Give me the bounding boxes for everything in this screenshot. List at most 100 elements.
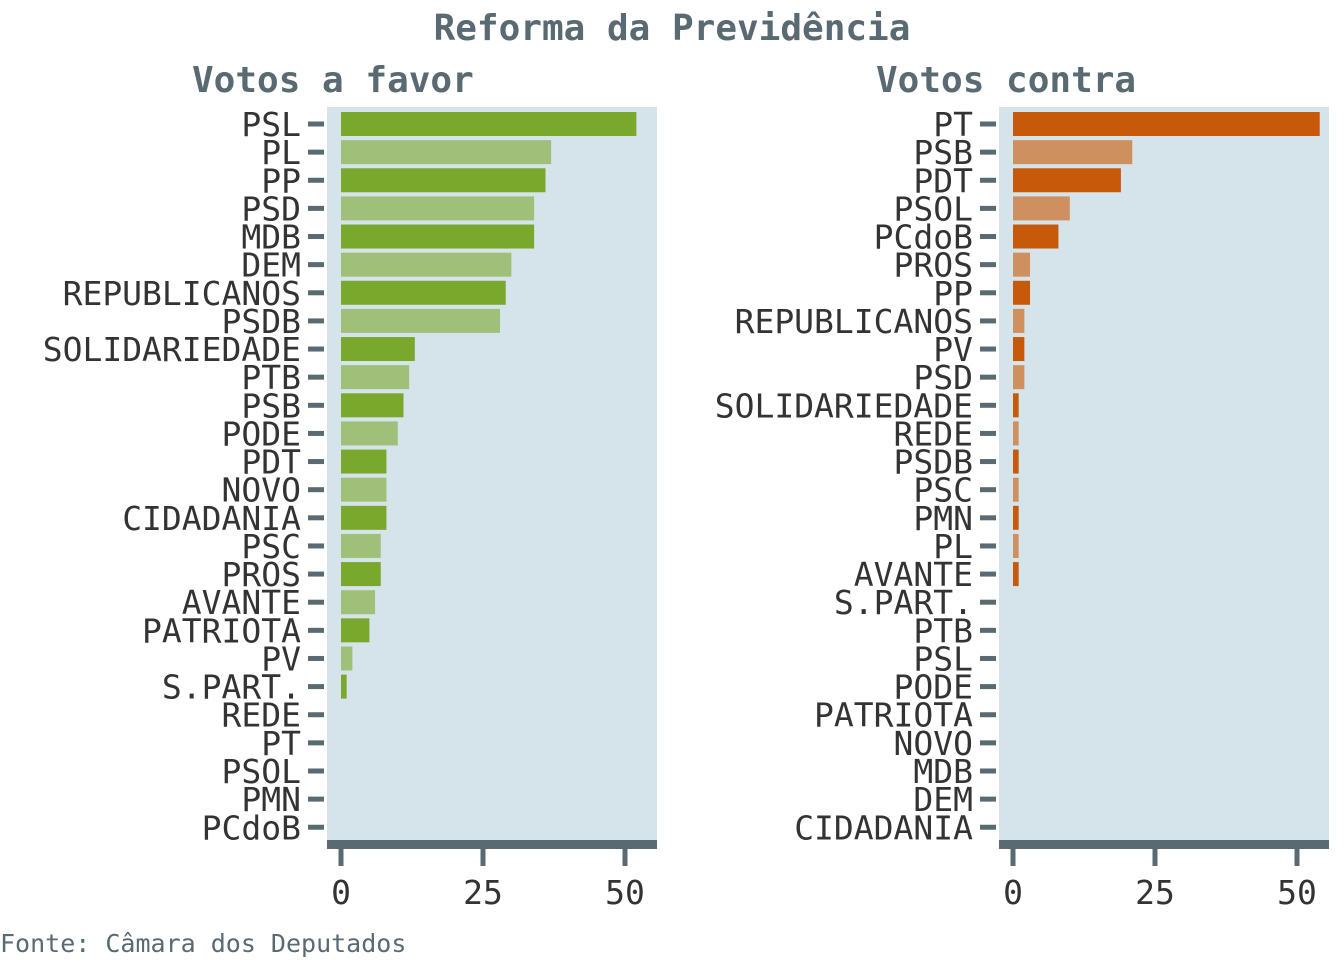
bar-pcdob bbox=[1013, 224, 1059, 249]
y-tick bbox=[980, 712, 996, 718]
y-tick-label: PCdoB bbox=[874, 218, 973, 257]
chart-title: Reforma da Previdência bbox=[434, 8, 911, 49]
x-tick bbox=[338, 849, 344, 866]
bar-pv bbox=[341, 646, 353, 671]
y-tick bbox=[308, 290, 324, 296]
bar-republicanos bbox=[1013, 308, 1025, 333]
y-tick-label: PTB bbox=[241, 358, 301, 397]
y-tick-label: PATRIOTA bbox=[814, 696, 973, 735]
y-tick-label: PODE bbox=[894, 668, 973, 707]
y-tick bbox=[980, 655, 996, 661]
y-tick-label: NOVO bbox=[222, 471, 301, 510]
y-tick-label: PSB bbox=[913, 133, 973, 172]
y-tick-label: CIDADANIA bbox=[794, 808, 973, 847]
y-tick bbox=[308, 740, 324, 746]
y-tick bbox=[980, 430, 996, 436]
y-tick bbox=[308, 515, 324, 521]
bar-patriota bbox=[341, 618, 370, 643]
x-tick-label: 50 bbox=[605, 873, 645, 912]
bar-psb bbox=[1013, 140, 1133, 165]
y-tick bbox=[980, 459, 996, 465]
y-tick bbox=[980, 374, 996, 380]
y-tick bbox=[308, 459, 324, 465]
y-tick bbox=[308, 177, 324, 183]
bar-pv bbox=[1013, 337, 1025, 362]
x-tick-label: 25 bbox=[463, 873, 503, 912]
bar-solidariedade bbox=[1013, 393, 1019, 418]
bar-dem bbox=[341, 252, 512, 277]
bar-republicanos bbox=[341, 280, 506, 305]
bar-psb bbox=[341, 393, 404, 418]
y-tick-label: PSD bbox=[913, 358, 973, 397]
bar-pp bbox=[1013, 280, 1031, 305]
y-tick-label: PROS bbox=[894, 246, 973, 285]
y-tick-label: PT bbox=[933, 105, 973, 144]
bar-pt bbox=[1013, 112, 1320, 136]
x-tick bbox=[1294, 849, 1300, 866]
y-tick-label: PTB bbox=[913, 611, 973, 650]
panel-title: Votos a favor bbox=[192, 60, 474, 101]
y-tick bbox=[980, 318, 996, 324]
panel-contra: Votos contra PTPSBPDTPSOLPCdoBPROSPPREPUB… bbox=[715, 60, 1329, 912]
bar-rede bbox=[1013, 421, 1019, 446]
y-tick-label: DEM bbox=[241, 246, 301, 285]
y-tick-label: S.PART. bbox=[162, 668, 301, 707]
bar-cidadania bbox=[341, 505, 387, 530]
y-tick-label: PP bbox=[933, 274, 973, 313]
y-tick-label: PSL bbox=[241, 105, 301, 144]
y-tick bbox=[308, 768, 324, 774]
x-tick bbox=[480, 849, 486, 866]
y-tick bbox=[980, 177, 996, 183]
y-tick bbox=[980, 543, 996, 549]
y-tick bbox=[308, 374, 324, 380]
y-tick bbox=[308, 627, 324, 633]
y-tick bbox=[980, 346, 996, 352]
y-tick-label: PODE bbox=[222, 414, 301, 453]
y-tick-label: REPUBLICANOS bbox=[735, 302, 973, 341]
y-tick bbox=[308, 402, 324, 408]
y-tick bbox=[980, 768, 996, 774]
source-note: Fonte: Câmara dos Deputados bbox=[0, 929, 406, 958]
bar-avante bbox=[1013, 562, 1019, 587]
y-tick bbox=[308, 796, 324, 802]
y-tick bbox=[980, 740, 996, 746]
y-tick bbox=[308, 684, 324, 690]
bar-pdt bbox=[1013, 168, 1121, 193]
y-tick-label: CIDADANIA bbox=[122, 499, 301, 538]
bar-mdb bbox=[341, 224, 535, 249]
y-tick-label: REPUBLICANOS bbox=[63, 274, 301, 313]
y-tick-label: SOLIDARIEDADE bbox=[43, 330, 301, 369]
y-tick bbox=[308, 824, 324, 830]
y-tick bbox=[308, 318, 324, 324]
y-tick-label: MDB bbox=[913, 752, 973, 791]
y-tick bbox=[980, 290, 996, 296]
y-tick bbox=[308, 205, 324, 211]
bar-psol bbox=[1013, 196, 1070, 221]
y-tick bbox=[308, 712, 324, 718]
y-tick-label: REDE bbox=[894, 414, 973, 453]
y-tick bbox=[308, 430, 324, 436]
bar-ptb bbox=[341, 365, 410, 390]
bar-avante bbox=[341, 590, 376, 615]
y-tick-label: PP bbox=[261, 161, 301, 200]
y-tick bbox=[980, 487, 996, 493]
y-tick-label: PL bbox=[933, 527, 973, 566]
x-tick-label: 50 bbox=[1277, 873, 1317, 912]
y-tick-label: PATRIOTA bbox=[142, 611, 301, 650]
x-axis-line bbox=[999, 840, 1329, 849]
y-tick bbox=[308, 149, 324, 155]
y-tick-label: PCdoB bbox=[202, 808, 301, 847]
panel-title: Votos contra bbox=[876, 60, 1136, 101]
bar-pl bbox=[1013, 533, 1019, 558]
bar-psdb bbox=[341, 308, 501, 333]
y-tick-label: PDT bbox=[241, 443, 301, 482]
bar-psd bbox=[341, 196, 535, 221]
y-tick bbox=[980, 262, 996, 268]
y-tick bbox=[980, 402, 996, 408]
bar-psc bbox=[341, 533, 381, 558]
y-tick bbox=[308, 262, 324, 268]
y-tick bbox=[980, 205, 996, 211]
y-tick bbox=[980, 824, 996, 830]
y-tick-label: PSB bbox=[241, 386, 301, 425]
